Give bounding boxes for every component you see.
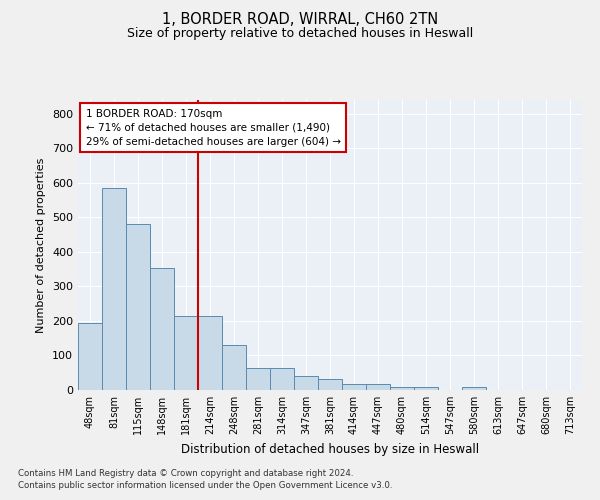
Text: 1 BORDER ROAD: 170sqm
← 71% of detached houses are smaller (1,490)
29% of semi-d: 1 BORDER ROAD: 170sqm ← 71% of detached … [86,108,341,146]
Bar [126,224,150,390]
Bar [414,386,438,390]
Bar [78,324,102,390]
Bar [270,368,294,390]
Y-axis label: Number of detached properties: Number of detached properties [37,158,46,332]
Bar [222,345,246,390]
Bar [342,384,366,390]
Bar [174,316,198,390]
Bar [366,384,390,390]
Bar [102,188,126,390]
X-axis label: Distribution of detached houses by size in Heswall: Distribution of detached houses by size … [181,442,479,456]
Text: 1, BORDER ROAD, WIRRAL, CH60 2TN: 1, BORDER ROAD, WIRRAL, CH60 2TN [162,12,438,28]
Bar [390,386,414,390]
Bar [318,378,342,390]
Bar [246,368,270,390]
Bar [294,376,318,390]
Bar [462,386,486,390]
Text: Contains HM Land Registry data © Crown copyright and database right 2024.: Contains HM Land Registry data © Crown c… [18,468,353,477]
Bar [150,268,174,390]
Text: Size of property relative to detached houses in Heswall: Size of property relative to detached ho… [127,28,473,40]
Text: Contains public sector information licensed under the Open Government Licence v3: Contains public sector information licen… [18,481,392,490]
Bar [198,316,222,390]
